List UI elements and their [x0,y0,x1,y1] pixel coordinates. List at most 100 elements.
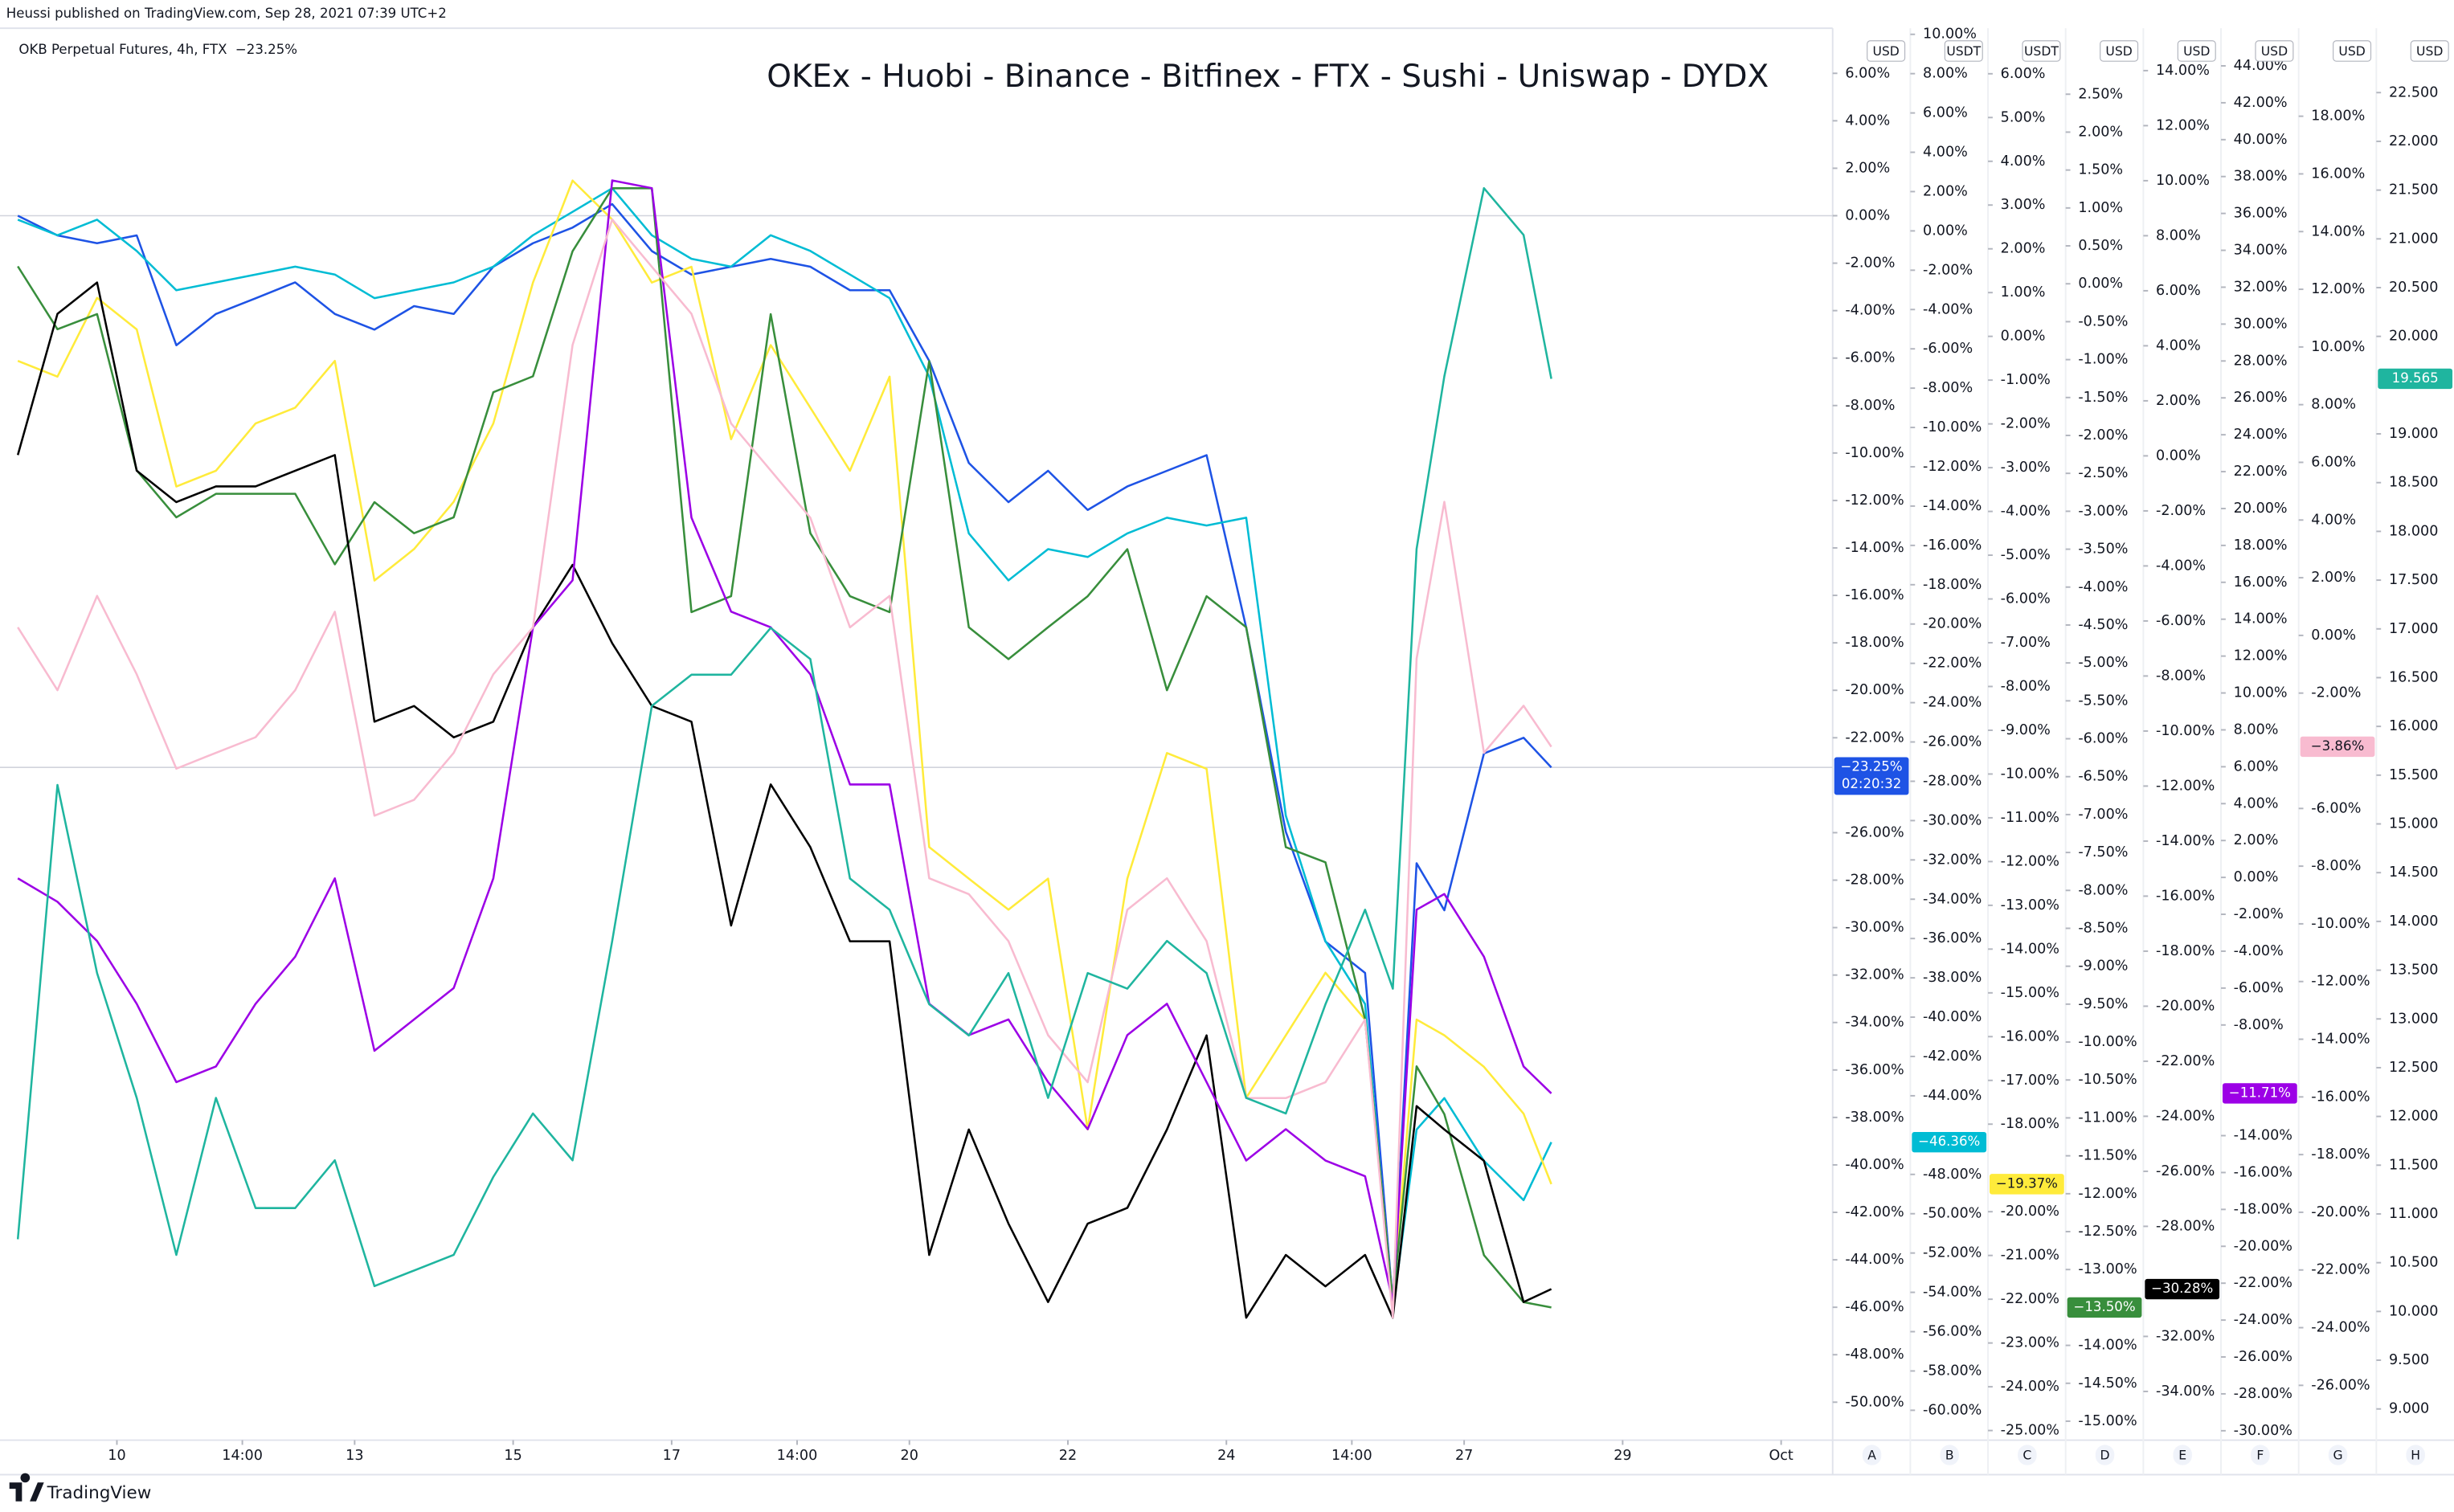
y-tick-label: -52.00% [1923,1245,1982,1261]
y-tick-label: 5.00% [2001,109,2046,125]
axis-letter-box [2251,1445,2270,1465]
y-tick-label: -16.00% [1845,587,1904,603]
y-tick-label: -6.00% [2001,591,2051,607]
y-tick-label: -4.00% [2078,579,2128,595]
axis-letter-box [2095,1445,2115,1465]
y-tick-label: -14.00% [2078,1338,2137,1354]
y-tick-label: -9.00% [2001,722,2051,738]
y-tick-label: -44.00% [1923,1088,1982,1104]
y-tick-label: -2.50% [2078,465,2128,481]
y-tick-label: -7.00% [2001,635,2051,651]
y-tick-label: -20.00% [1845,682,1904,698]
axis-unit: USD [2416,44,2443,59]
y-tick-label: -22.00% [1845,729,1904,746]
axis-unit-box [2177,40,2216,62]
last-value-label: −3.86% [2311,738,2365,754]
y-tick-label: -30.00% [1845,920,1904,936]
last-value-label: −30.28% [2151,1281,2213,1296]
y-tick-label: -2.00% [1845,255,1895,272]
y-tick-label: -5.00% [2001,547,2051,563]
y-tick-label: -6.00% [2234,980,2284,996]
x-tick-label: 22 [1059,1448,1077,1464]
y-tick-label: -6.00% [2311,800,2361,816]
y-tick-label: -34.00% [1845,1015,1904,1031]
series-line [16,186,1552,1288]
y-tick-label: -20.00% [2311,1204,2370,1220]
y-tick-label: 14.500 [2389,864,2438,881]
series-line [17,187,1552,1309]
y-tick-label: -4.00% [2234,943,2284,959]
axis-unit: USDT [1946,44,1981,59]
y-tick-label: -12.00% [1845,492,1904,509]
y-tick-label: -28.00% [1923,773,1982,789]
y-tick-label: 1.00% [2078,200,2123,216]
y-tick-label: -1.50% [2078,390,2128,406]
y-tick-label: -14.00% [1923,498,1982,514]
y-tick-label: -7.00% [2078,807,2128,823]
y-tick-label: 2.00% [1845,160,1890,176]
y-tick-label: -36.00% [1845,1062,1904,1078]
brand: TradingView [47,1483,152,1503]
y-tick-label: 42.00% [2234,95,2288,111]
y-tick-label: 11.000 [2389,1206,2438,1222]
y-tick-label: -10.00% [2078,1034,2137,1050]
y-tick-label: 10.00% [2234,685,2288,701]
y-tick-label: -4.00% [2156,558,2206,574]
y-tick-label: -8.00% [1845,398,1895,414]
y-tick-label: 22.500 [2389,84,2438,100]
axis-letter-box [2406,1445,2425,1465]
y-tick-label: -42.00% [1845,1204,1904,1220]
y-tick-label: 40.00% [2234,132,2288,148]
y-tick-label: -38.00% [1845,1109,1904,1126]
y-tick-label: 0.00% [2001,329,2046,345]
axis-letter-box [1940,1445,1959,1465]
x-tick-label: 13 [346,1448,363,1464]
y-tick-label: 26.00% [2234,390,2288,406]
y-tick-label: -34.00% [1923,891,1982,907]
y-tick-label: -26.00% [1845,824,1904,840]
last-value-label: −19.37% [1996,1175,2058,1191]
y-tick-label: 8.00% [2234,721,2279,738]
y-tick-label: -30.00% [1923,812,1982,828]
last-value-tag [2378,368,2453,390]
axis-letter: C [2023,1449,2031,1463]
y-tick-label: 4.00% [2001,153,2046,170]
last-value-tag [2145,1278,2220,1300]
countdown: 02:20:32 [1842,776,1901,791]
y-tick-label: 4.00% [2234,795,2279,811]
y-tick-label: -22.00% [2234,1275,2292,1291]
y-tick-label: 14.000 [2389,913,2438,930]
y-tick-label: -14.50% [2078,1375,2137,1391]
y-tick-label: 12.000 [2389,1109,2438,1125]
y-tick-label: 30.00% [2234,316,2288,332]
y-tick-label: 9.000 [2389,1401,2429,1417]
y-tick-label: -34.00% [2156,1383,2215,1400]
y-tick-label: -50.00% [1923,1206,1982,1222]
y-tick-label: -10.00% [2001,766,2059,782]
series-line [17,202,1552,1304]
series-line [17,179,1552,1303]
y-tick-label: -44.00% [1845,1252,1904,1268]
y-tick-label: -6.50% [2078,769,2128,785]
y-tick-label: 2.00% [2311,570,2356,586]
y-tick-label: -18.00% [2001,1116,2059,1132]
y-tick-label: -13.00% [2078,1261,2137,1277]
y-tick-label: -8.00% [2078,882,2128,898]
series-line [17,187,1552,1311]
y-tick-label: 13.000 [2389,1011,2438,1027]
y-tick-label: -12.00% [2311,974,2370,990]
axis-letter: B [1945,1449,1954,1463]
y-tick-label: -8.00% [2234,1017,2284,1033]
y-tick-label: 0.00% [2156,447,2201,464]
axis-unit: USD [2338,44,2365,59]
y-tick-label: -3.00% [2078,503,2128,519]
y-tick-label: -20.00% [2156,998,2215,1014]
y-tick-label: -16.00% [2001,1028,2059,1044]
y-tick-label: -60.00% [1923,1402,1982,1418]
publisher: Heussi published on TradingView.com, Sep… [6,6,447,21]
x-tick-label: 24 [1217,1448,1235,1464]
y-tick-label: 20.000 [2389,329,2438,345]
y-tick-label: -46.00% [1845,1299,1904,1315]
y-tick-label: 16.500 [2389,669,2438,685]
